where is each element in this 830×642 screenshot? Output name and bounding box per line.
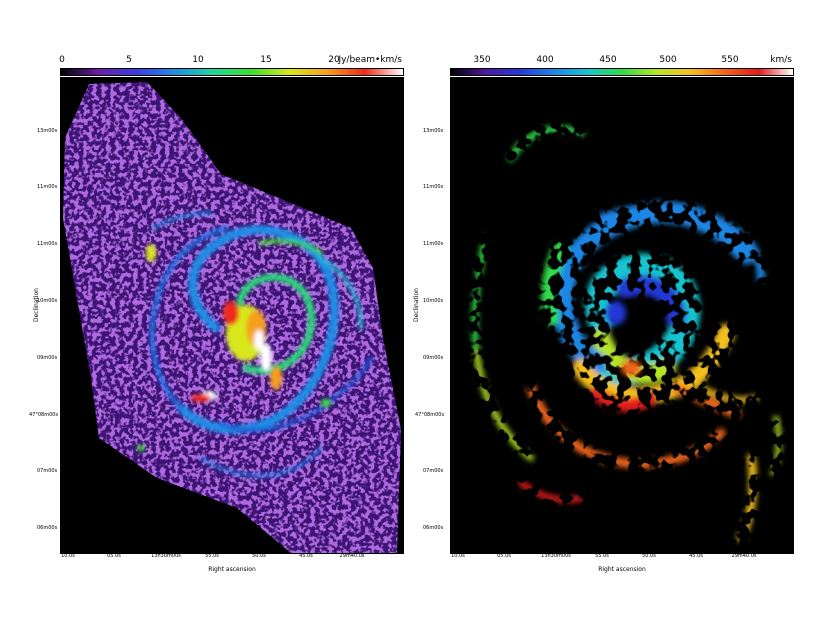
velocity-colorbar (450, 68, 794, 76)
velocity-ylabel: Declination (413, 288, 420, 322)
intensity-cbar-tick: 15 (260, 55, 272, 65)
intensity-panel: 0 5 10 15 20 Jy/beam•km/s (59, 54, 404, 559)
intensity-colorbar-ticks: 0 5 10 15 20 Jy/beam•km/s (59, 54, 404, 68)
intensity-xtick: 55.0s (205, 553, 219, 559)
velocity-ytick: 13m00s (423, 128, 444, 134)
velocity-ytick: 11m00s (423, 184, 444, 190)
velocity-map-image (451, 78, 793, 553)
intensity-colorbar (60, 68, 404, 76)
velocity-xtick: 10.0s (451, 553, 465, 559)
intensity-ytick: 09m00s (37, 355, 58, 361)
velocity-ytick: 47°08m00s (415, 412, 445, 418)
velocity-ytick: 09m00s (423, 355, 444, 361)
velocity-xtick: 55.0s (595, 553, 609, 559)
velocity-ytick: 10m00s (423, 298, 444, 304)
velocity-colorbar-ticks: 350 400 450 500 550 km/s (450, 54, 794, 68)
intensity-cbar-tick: 10 (192, 55, 204, 65)
velocity-ytick: 11m00s (423, 241, 444, 247)
intensity-map-image (61, 78, 403, 553)
velocity-cbar-tick: 350 (473, 55, 491, 65)
intensity-xtick: 45.0s (299, 553, 313, 559)
velocity-xtick: 13h30m00s (541, 553, 571, 559)
intensity-ytick: 06m00s (37, 525, 58, 531)
velocity-cbar-tick: 500 (659, 55, 677, 65)
intensity-ytick: 11m00s (37, 241, 58, 247)
intensity-xtick: 13h30m00s (151, 553, 181, 559)
velocity-cbar-tick: 400 (536, 55, 554, 65)
intensity-ytick: 07m00s (37, 468, 58, 474)
intensity-cbar-unit: Jy/beam•km/s (338, 55, 402, 65)
intensity-ytick: 11m00s (37, 184, 58, 190)
intensity-xtick: 29m40.0s (339, 553, 365, 559)
intensity-map (60, 77, 404, 554)
intensity-ylabel: Declination (33, 288, 40, 322)
velocity-xtick: 05.0s (497, 553, 511, 559)
velocity-xlabel: Right ascension (598, 566, 646, 573)
intensity-xtick: 10.0s (61, 553, 75, 559)
velocity-map (450, 77, 794, 554)
intensity-ytick: 13m00s (37, 128, 58, 134)
velocity-ytick: 06m00s (423, 525, 444, 531)
velocity-xtick: 45.0s (689, 553, 703, 559)
intensity-cbar-tick: 0 (59, 55, 65, 65)
intensity-ytick: 47°08m00s (29, 412, 59, 418)
intensity-xlabel: Right ascension (208, 566, 256, 573)
intensity-ytick: 10m00s (37, 298, 58, 304)
velocity-ytick: 07m00s (423, 468, 444, 474)
intensity-xtick: 05.0s (107, 553, 121, 559)
intensity-cbar-tick: 5 (126, 55, 132, 65)
velocity-cbar-unit: km/s (770, 55, 792, 65)
velocity-panel: 350 400 450 500 550 km/s (450, 54, 794, 559)
velocity-xtick: 50.0s (642, 553, 656, 559)
velocity-cbar-tick: 550 (721, 55, 739, 65)
intensity-xtick: 50.0s (252, 553, 266, 559)
velocity-cbar-tick: 450 (599, 55, 617, 65)
velocity-xtick: 29m40.0s (731, 553, 757, 559)
intensity-cbar-tick: 20 (328, 55, 340, 65)
